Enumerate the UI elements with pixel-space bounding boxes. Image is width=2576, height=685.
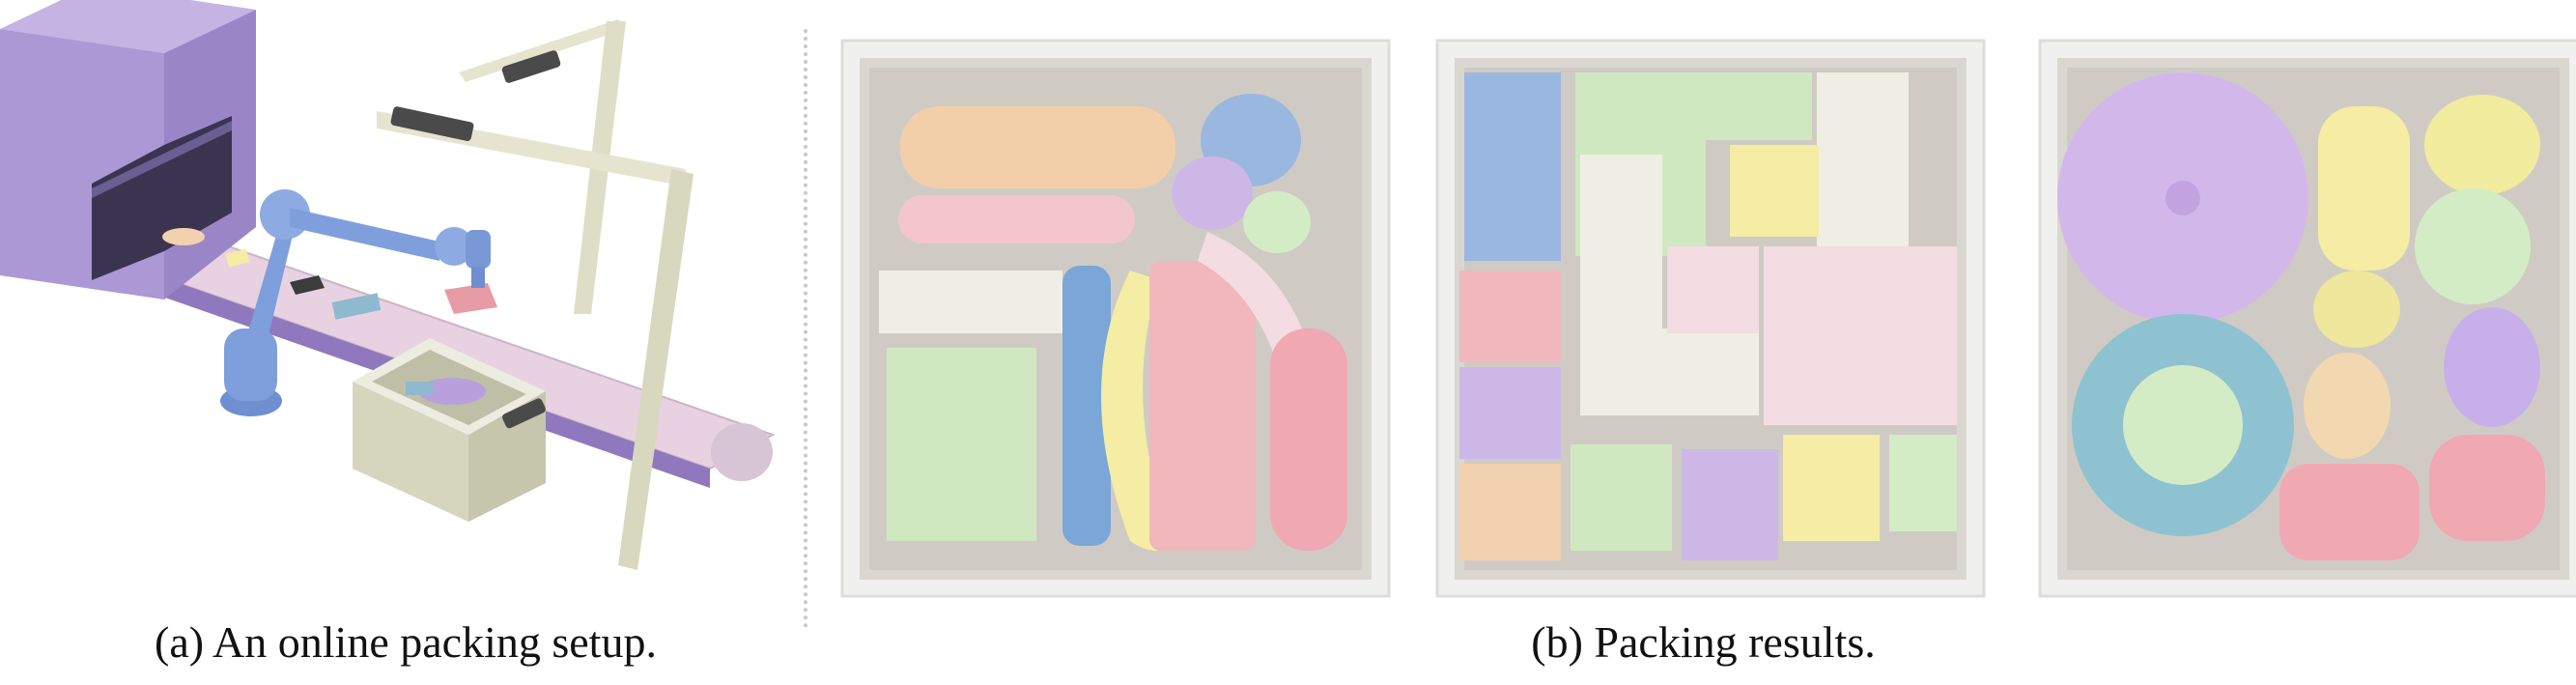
object-rod: [1062, 266, 1111, 546]
object-icon: [162, 228, 205, 245]
object-can: [1243, 191, 1311, 253]
packing-box-blocks: [1435, 39, 1986, 598]
object-pot: [2424, 95, 2540, 195]
block-violet: [1682, 449, 1778, 560]
object-icon: [290, 275, 325, 295]
object-egg: [2444, 307, 2540, 427]
setup-scene: [0, 0, 776, 570]
block-cream: [1817, 72, 1909, 256]
object-jug: [2429, 435, 2545, 541]
block-yellow-2: [1783, 435, 1880, 541]
object-pin: [898, 195, 1135, 243]
object-bottle-pink: [1270, 328, 1347, 551]
block-mint: [1889, 435, 1957, 531]
block-purple: [1459, 367, 1561, 459]
tunnel-icon: [0, 0, 256, 300]
object-vase-green: [2415, 188, 2531, 304]
object-icon: [225, 248, 250, 268]
packing-setup-illustration: [0, 0, 792, 618]
object-cup: [1172, 157, 1253, 230]
object-cylinder: [2318, 106, 2410, 271]
object-bottle: [900, 106, 1175, 188]
packing-box-mixed: [2038, 39, 2576, 598]
object-cluster: [2304, 353, 2391, 459]
object-cup-yellow: [2313, 271, 2400, 348]
caption-b: (b) Packing results.: [1531, 617, 1876, 667]
block-yellow: [1730, 145, 1819, 237]
object-box-pink: [1149, 261, 1256, 551]
bin-icon: [353, 338, 546, 522]
block-white-l: [1580, 155, 1759, 415]
camera-icon: [390, 106, 474, 141]
panel-divider: [804, 29, 807, 628]
block-orange: [1459, 464, 1561, 560]
packing-result-1: [840, 39, 1391, 604]
block-pink: [1459, 271, 1561, 362]
camera-icon: [501, 50, 561, 83]
object-box: [887, 348, 1036, 541]
object-icon: [331, 293, 382, 320]
packing-result-2: [1435, 39, 1986, 604]
block-green: [1571, 444, 1672, 551]
object-icon: [444, 283, 497, 314]
block-blue: [1464, 72, 1561, 261]
object-mug: [2279, 464, 2420, 560]
object-banana: [1101, 271, 1174, 551]
packing-result-3: [2038, 39, 2576, 604]
camera-frame-icon: [377, 19, 694, 570]
block-pink-large: [1764, 246, 1957, 425]
caption-a: (a) An online packing setup.: [155, 617, 657, 667]
object-block: [879, 271, 1062, 333]
packing-box-organic: [840, 39, 1391, 598]
block-pink-small: [1667, 246, 1759, 333]
robot-arm-icon: [220, 189, 491, 416]
